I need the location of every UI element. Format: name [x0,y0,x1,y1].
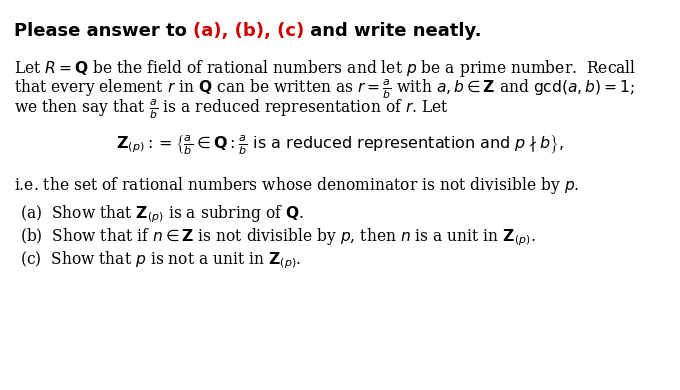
Text: (c)  Show that $p$ is not a unit in $\mathbf{Z}_{(p)}$.: (c) Show that $p$ is not a unit in $\mat… [20,249,301,271]
Text: i.e. the set of rational numbers whose denominator is not divisible by $p$.: i.e. the set of rational numbers whose d… [14,175,579,196]
Text: Please answer to: Please answer to [14,22,193,40]
Text: (a)  Show that $\mathbf{Z}_{(p)}$ is a subring of $\mathbf{Q}$.: (a) Show that $\mathbf{Z}_{(p)}$ is a su… [20,203,304,225]
Text: we then say that $\frac{a}{b}$ is a reduced representation of $r$. Let: we then say that $\frac{a}{b}$ is a redu… [14,97,449,121]
Text: and write neatly.: and write neatly. [305,22,482,40]
Text: (b)  Show that if $n \in \mathbf{Z}$ is not divisible by $p$, then $n$ is a unit: (b) Show that if $n \in \mathbf{Z}$ is n… [20,226,536,248]
Text: $\mathbf{Z}_{(p)} := \left\{ \frac{a}{b} \in \mathbf{Q} : \frac{a}{b}\ \mathrm{i: $\mathbf{Z}_{(p)} := \left\{ \frac{a}{b}… [116,133,564,157]
Text: that every element $r$ in $\mathbf{Q}$ can be written as $r = \frac{a}{b}$ with : that every element $r$ in $\mathbf{Q}$ c… [14,78,635,101]
Text: (a), (b), (c): (a), (b), (c) [193,22,305,40]
Text: Let $R = \mathbf{Q}$ be the field of rational numbers and let $p$ be a prime num: Let $R = \mathbf{Q}$ be the field of rat… [14,58,636,79]
